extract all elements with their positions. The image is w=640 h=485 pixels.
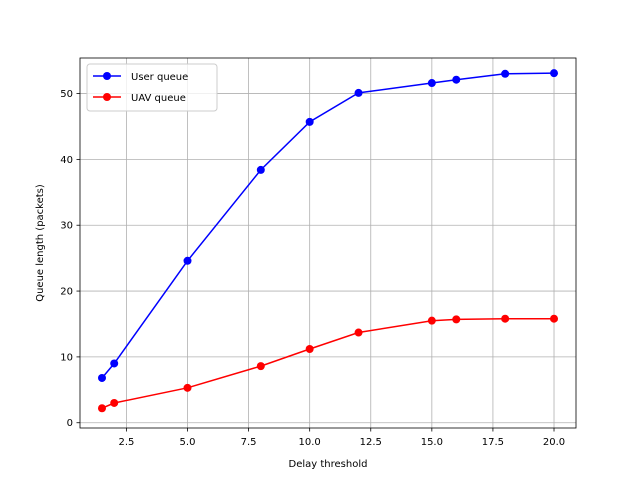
- data-point: [550, 314, 559, 323]
- data-point: [97, 373, 106, 382]
- x-tick-label: 12.5: [360, 437, 382, 448]
- series-group: [97, 69, 559, 413]
- x-tick-label: 17.5: [482, 437, 504, 448]
- series: [97, 314, 559, 413]
- legend-item: UAV queue: [93, 93, 186, 104]
- x-tick-label: 7.5: [241, 437, 257, 448]
- data-point: [183, 256, 192, 265]
- data-point: [427, 316, 436, 325]
- legend-marker: [103, 72, 111, 80]
- y-tick-label: 0: [67, 418, 73, 429]
- data-point: [452, 75, 461, 84]
- data-point: [97, 404, 106, 413]
- axes-frame: [79, 57, 577, 429]
- data-point: [256, 362, 265, 371]
- data-point: [305, 344, 314, 353]
- x-tick-label: 10.0: [299, 437, 321, 448]
- y-tick-label: 40: [60, 155, 73, 166]
- data-point: [354, 88, 363, 97]
- x-tick-label: 20.0: [543, 437, 565, 448]
- data-point: [427, 79, 436, 88]
- x-tick-label: 15.0: [421, 437, 443, 448]
- grid: [80, 58, 576, 428]
- data-point: [501, 69, 510, 78]
- y-axis-ticks: 0 10 20 30 40 50: [60, 89, 80, 429]
- y-tick-label: 30: [60, 221, 73, 232]
- legend-item: User queue: [93, 72, 188, 83]
- series: [97, 69, 559, 382]
- data-point: [110, 398, 119, 407]
- data-point: [183, 383, 192, 392]
- data-point: [354, 328, 363, 337]
- data-point: [452, 315, 461, 324]
- series-line: [101, 72, 555, 379]
- legend-marker: [103, 93, 111, 101]
- series-line: [101, 317, 554, 409]
- data-point: [110, 359, 119, 368]
- data-point: [305, 117, 314, 126]
- y-tick-label: 20: [60, 287, 73, 298]
- y-tick-label: 50: [60, 89, 73, 100]
- legend-label: UAV queue: [131, 93, 186, 104]
- x-axis-label: Delay threshold: [289, 459, 368, 470]
- data-point: [256, 165, 265, 174]
- data-point: [501, 314, 510, 323]
- legend-label: User queue: [131, 72, 188, 83]
- legend: User queue UAV queue: [86, 63, 218, 112]
- y-tick-label: 10: [60, 352, 73, 363]
- data-point: [550, 69, 559, 78]
- x-tick-label: 5.0: [180, 437, 196, 448]
- x-axis-ticks: 2.5 5.0 7.5 10.0 12.5 15.0 17.5 20.0: [118, 428, 565, 448]
- y-axis-label: Queue length (packets): [35, 184, 46, 302]
- x-tick-label: 2.5: [118, 437, 134, 448]
